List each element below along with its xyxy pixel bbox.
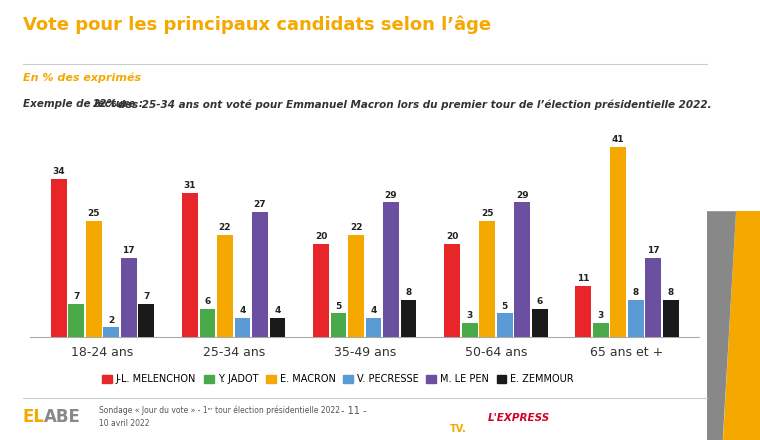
Bar <box>610 147 626 337</box>
Text: 7: 7 <box>143 293 150 301</box>
Text: des 25-34 ans ont voté pour Emmanuel Macron lors du premier tour de l’élection p: des 25-34 ans ont voté pour Emmanuel Mac… <box>114 99 711 110</box>
Text: 4: 4 <box>370 306 377 315</box>
Bar <box>235 318 250 337</box>
Text: 20: 20 <box>315 232 328 241</box>
Polygon shape <box>707 211 736 440</box>
Bar <box>270 318 285 337</box>
Text: En % des exprimés: En % des exprimés <box>23 73 141 83</box>
Text: 31: 31 <box>184 181 196 191</box>
Text: 34: 34 <box>52 168 65 176</box>
Text: 25: 25 <box>87 209 100 218</box>
Text: 17: 17 <box>647 246 660 255</box>
Bar <box>331 313 347 337</box>
Bar <box>313 244 329 337</box>
Bar <box>663 300 679 337</box>
Text: 29: 29 <box>385 191 397 200</box>
Text: 20: 20 <box>446 232 458 241</box>
Text: 5: 5 <box>502 302 508 311</box>
Bar <box>348 235 364 337</box>
Bar <box>497 313 512 337</box>
Text: SFR: SFR <box>563 413 584 423</box>
Bar <box>628 300 644 337</box>
Bar <box>200 309 215 337</box>
Bar <box>445 244 460 337</box>
Bar <box>401 300 416 337</box>
Bar <box>480 221 495 337</box>
Text: 22%: 22% <box>93 99 118 109</box>
Bar <box>593 323 609 337</box>
Text: TV.: TV. <box>449 424 467 433</box>
Text: 8: 8 <box>668 288 674 297</box>
Bar <box>366 318 382 337</box>
Text: 22: 22 <box>219 223 231 232</box>
Bar <box>462 323 477 337</box>
Text: 4: 4 <box>239 306 245 315</box>
Text: 3: 3 <box>597 311 604 320</box>
Bar <box>252 212 268 337</box>
Text: INFO TALK SPORT: INFO TALK SPORT <box>594 426 641 431</box>
Bar <box>515 202 530 337</box>
Bar <box>103 327 119 337</box>
Text: 11: 11 <box>577 274 590 283</box>
Bar <box>86 221 102 337</box>
Bar <box>383 202 399 337</box>
Text: 29: 29 <box>516 191 528 200</box>
Bar <box>217 235 233 337</box>
Text: 6: 6 <box>204 297 211 306</box>
Legend: J-L. MELENCHON, Y. JADOT, E. MACRON, V. PECRESSE, M. LE PEN, E. ZEMMOUR: J-L. MELENCHON, Y. JADOT, E. MACRON, V. … <box>98 370 578 388</box>
Text: 17: 17 <box>122 246 135 255</box>
Bar <box>575 286 591 337</box>
Text: Sondage « Jour du vote » - 1ᵉʳ tour élection présidentielle 2022
10 avril 2022: Sondage « Jour du vote » - 1ᵉʳ tour élec… <box>99 406 340 428</box>
Text: L'EXPRESS: L'EXPRESS <box>488 413 549 423</box>
Text: EL: EL <box>23 408 45 426</box>
Bar <box>138 304 154 337</box>
Text: - 11 -: - 11 - <box>340 406 366 416</box>
Bar <box>532 309 547 337</box>
Text: Exemple de lecture :: Exemple de lecture : <box>23 99 147 109</box>
Text: 3: 3 <box>467 311 473 320</box>
Bar <box>121 258 137 337</box>
Text: 6: 6 <box>537 297 543 306</box>
Bar <box>645 258 661 337</box>
Text: 27: 27 <box>254 200 266 209</box>
Text: 25: 25 <box>481 209 493 218</box>
Text: ABE: ABE <box>44 408 81 426</box>
Text: 8: 8 <box>632 288 639 297</box>
Text: Vote pour les principaux candidats selon l’âge: Vote pour les principaux candidats selon… <box>23 15 491 34</box>
Text: BFM: BFM <box>446 411 470 421</box>
Text: 4: 4 <box>274 306 280 315</box>
Text: 22: 22 <box>350 223 363 232</box>
Text: 8: 8 <box>405 288 412 297</box>
Text: RMC: RMC <box>603 408 632 418</box>
Polygon shape <box>723 211 760 440</box>
Bar <box>51 179 67 337</box>
Bar <box>182 193 198 337</box>
Text: 41: 41 <box>612 135 625 144</box>
Text: 5: 5 <box>335 302 342 311</box>
Bar <box>68 304 84 337</box>
Text: 7: 7 <box>73 293 80 301</box>
Text: 2: 2 <box>108 315 115 325</box>
